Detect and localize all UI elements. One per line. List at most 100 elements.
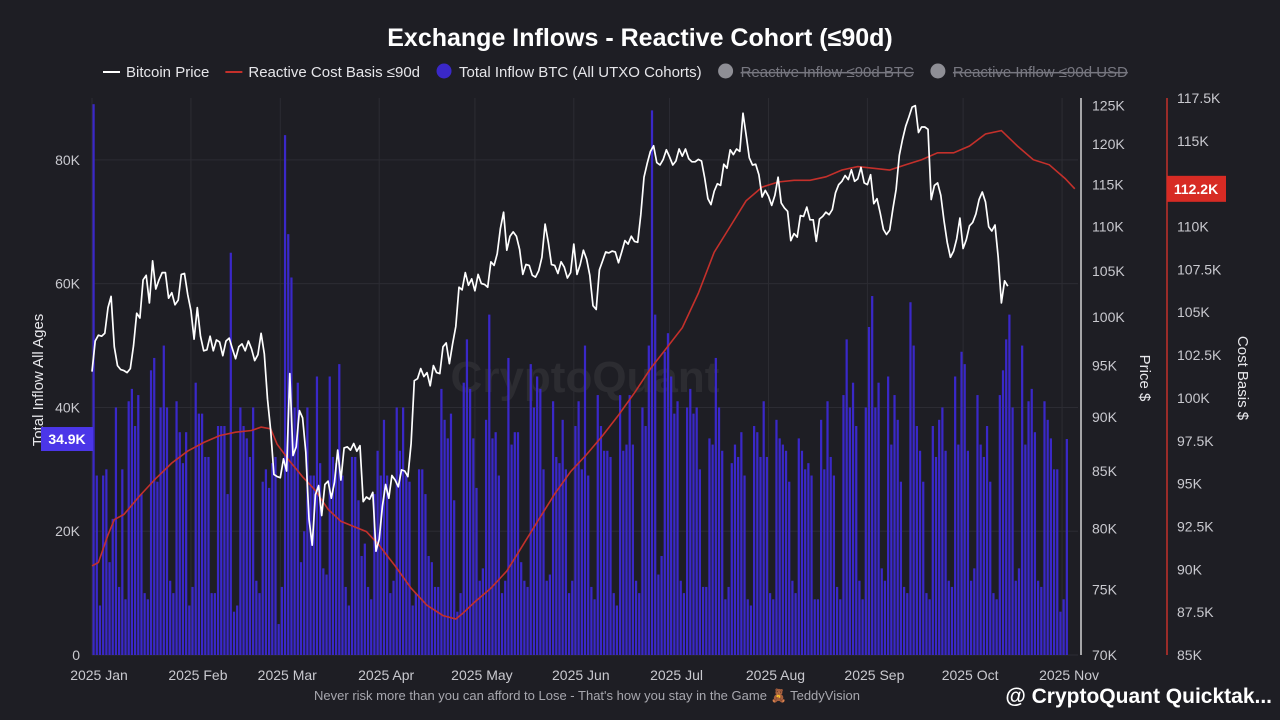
x-tick-label: 2025 Mar (258, 667, 317, 683)
legend-item-label[interactable]: Reactive Inflow ≤90d USD (953, 64, 1128, 81)
inflow-bar (363, 543, 366, 655)
inflow-bar (807, 463, 810, 655)
legend-item-label[interactable]: Total Inflow BTC (All UTXO Cohorts) (459, 64, 702, 81)
inflow-bar (401, 407, 405, 655)
inflow-bar (376, 450, 379, 655)
inflow-bar (245, 438, 248, 655)
footer-note: Never risk more than you can afford to L… (314, 688, 860, 704)
inflow-bar (497, 475, 500, 655)
left-axis-title: Total Inflow All Ages (30, 314, 47, 447)
inflow-bar (727, 586, 730, 655)
cost-tick-label: 102.5K (1177, 347, 1222, 363)
inflow-bar (622, 450, 625, 655)
inflow-bar (896, 419, 899, 655)
inflow-bar (379, 475, 382, 655)
inflow-bar (223, 426, 226, 655)
legend-item-label[interactable]: Reactive Inflow ≤90d BTC (741, 64, 914, 81)
inflow-bar (137, 395, 140, 655)
inflow-bar (347, 605, 350, 655)
legend[interactable]: Bitcoin Price Reactive Cost Basis ≤90d Tot… (103, 63, 1128, 82)
inflow-bar (440, 388, 443, 655)
inflow-bar (695, 407, 698, 655)
inflow-bar (835, 586, 839, 655)
inflow-bar (966, 450, 970, 655)
inflow-bar (188, 605, 191, 655)
inflow-bar (954, 376, 957, 655)
inflow-bar (583, 345, 587, 655)
legend-item-label[interactable]: Reactive Cost Basis ≤90d (248, 64, 420, 81)
x-tick-label: 2025 Jul (650, 667, 703, 683)
inflow-bar (271, 463, 274, 655)
inflow-bar (312, 475, 315, 655)
inflow-bar (510, 444, 513, 655)
inflow-bar (915, 426, 918, 655)
inflow-bar (325, 574, 328, 655)
inflow-bar (1049, 438, 1052, 655)
inflow-bar (478, 580, 481, 655)
inflow-bar (753, 426, 756, 655)
inflow-bar (1046, 419, 1049, 655)
inflow-bar (957, 444, 960, 655)
left-tick-label: 40K (55, 399, 81, 415)
inflow-bar (159, 407, 162, 655)
x-tick-label: 2025 Jun (552, 667, 610, 683)
inflow-bar (1017, 568, 1021, 655)
inflow-bar (299, 562, 303, 655)
inflow-bar (944, 450, 947, 655)
inflow-bar (1024, 444, 1027, 655)
inflow-bar (92, 104, 95, 655)
inflow-bar (998, 395, 1001, 655)
inflow-bar (504, 580, 507, 655)
inflow-bar (612, 593, 615, 655)
inflow-bar (746, 599, 749, 655)
inflow-bar (800, 450, 804, 655)
inflow-bar (864, 407, 867, 655)
inflow-bar (721, 450, 724, 655)
inflow-bar (692, 413, 695, 655)
inflow-bar (459, 593, 462, 655)
inflow-bar (417, 469, 421, 655)
inflow-bar (641, 407, 644, 655)
inflow-bar (366, 586, 370, 655)
inflow-bar (938, 419, 941, 655)
chart-title: Exchange Inflows - Reactive Cohort (≤90d… (387, 24, 892, 52)
inflow-bar (765, 456, 769, 655)
x-tick-label: 2025 May (451, 667, 512, 683)
inflow-bar (845, 339, 848, 655)
inflow-bar (950, 586, 954, 655)
price-tick-label: 110K (1092, 219, 1124, 235)
inflow-bar (338, 364, 341, 655)
inflow-bar (328, 376, 331, 655)
price-line (91, 104, 1009, 553)
price-tick-label: 85K (1092, 463, 1118, 479)
inflow-bar (181, 463, 185, 655)
inflow-bar (762, 401, 765, 655)
inflow-bar (628, 395, 631, 655)
price-series (91, 104, 1009, 553)
inflow-bar (494, 432, 497, 655)
legend-swatch-dot (436, 63, 452, 79)
inflow-bar (146, 599, 149, 655)
inflow-bar (593, 599, 596, 655)
inflow-bar (772, 599, 775, 655)
inflow-bar (647, 345, 650, 655)
inflow-bar (421, 469, 424, 655)
inflow-bar (216, 426, 220, 655)
cost-tick-label: 105K (1177, 304, 1210, 320)
cost-tick-label: 107.5K (1177, 261, 1222, 277)
inflow-bar (149, 370, 153, 655)
inflow-bar (303, 531, 306, 655)
inflow-bar (306, 407, 309, 655)
cost-basis-line (91, 129, 1076, 620)
inflow-bar (810, 475, 813, 655)
cost-tick-label: 87.5K (1177, 604, 1214, 620)
price-tick-label: 75K (1092, 582, 1118, 598)
inflow-bar (893, 395, 896, 655)
cost-tick-label: 110K (1177, 219, 1209, 235)
cost-basis-series (91, 129, 1076, 620)
inflow-bar (360, 555, 363, 655)
inflow-bar (261, 481, 264, 655)
legend-item-label[interactable]: Bitcoin Price (126, 64, 209, 81)
inflow-bar (985, 426, 989, 655)
inflow-bar (791, 580, 794, 655)
